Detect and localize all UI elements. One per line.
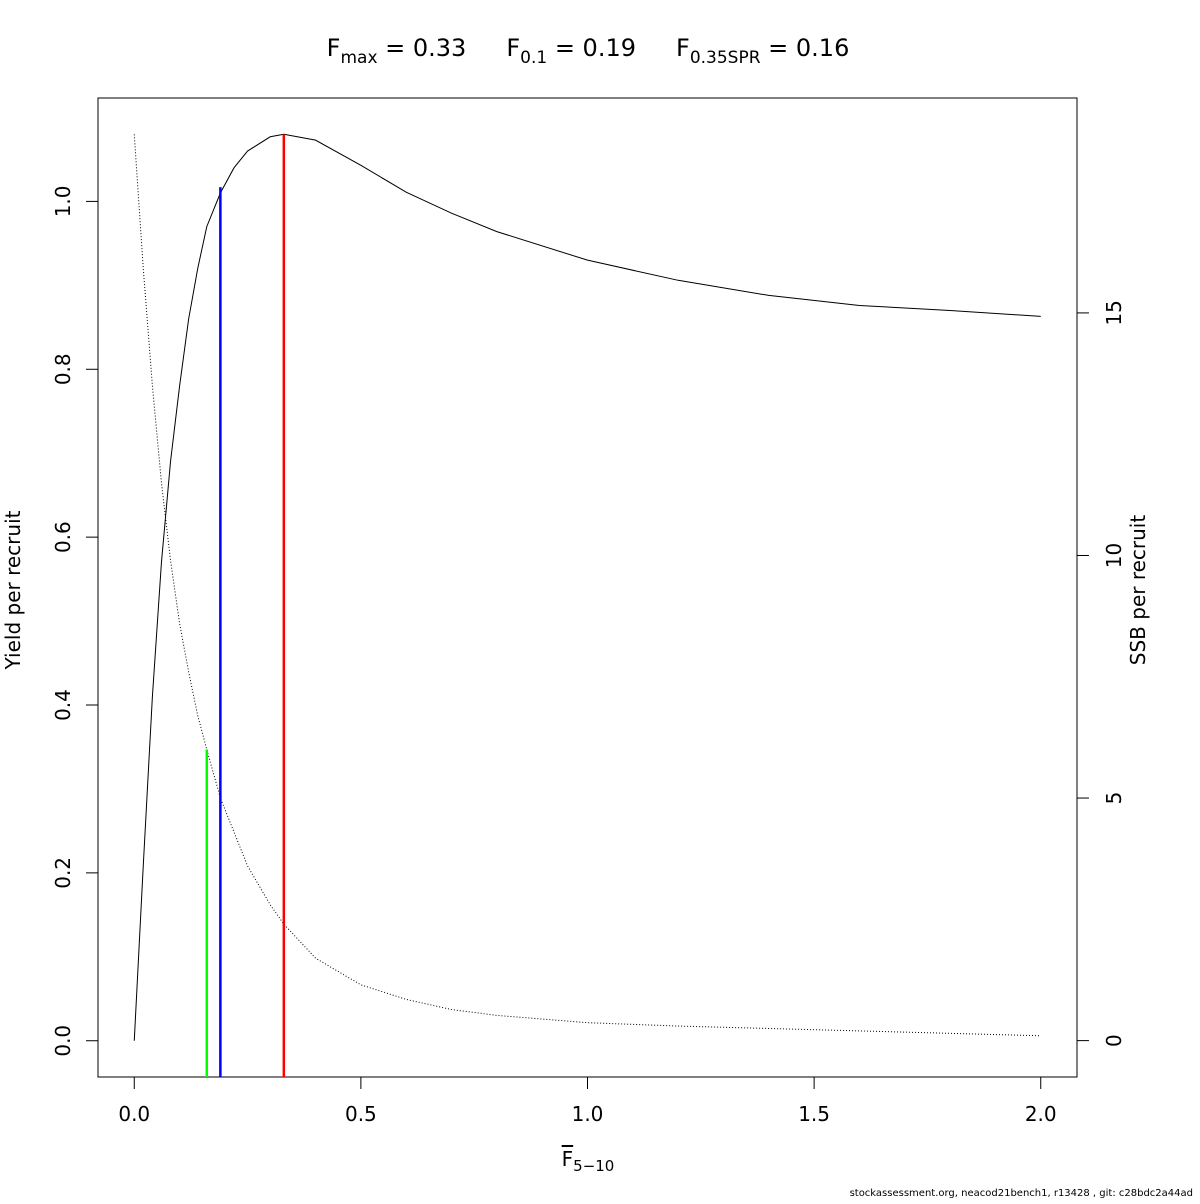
y-tick-label: 0.0 <box>51 1025 75 1057</box>
y-axis-label: Yield per recruit <box>1 510 25 670</box>
y2-tick-label: 5 <box>1102 792 1126 805</box>
x-tick-label: 0.0 <box>118 1102 150 1126</box>
series-line <box>133 133 1041 1041</box>
y-tick-label: 1.0 <box>51 185 75 217</box>
y-tick-label: 0.6 <box>51 521 75 553</box>
footer: stockassessment.org, neacod21bench1, r13… <box>850 1188 1193 1199</box>
series-line <box>133 134 1041 1037</box>
y2-axis-label: SSB per recruit <box>1126 515 1150 666</box>
title-symbol: F <box>506 34 520 62</box>
title-value: = 0.16 <box>761 34 850 62</box>
x-tick-label: 0.5 <box>345 1102 377 1126</box>
y2-tick-label: 0 <box>1102 1034 1126 1047</box>
title-value: = 0.33 <box>378 34 467 62</box>
x-tick-label: 1.0 <box>572 1102 604 1126</box>
x-label-subscript: 5−10 <box>573 1157 614 1175</box>
x-tick-label: 2.0 <box>1025 1102 1057 1126</box>
chart-title: Fmax = 0.33 F0.1 = 0.19 F0.35SPR = 0.16 <box>327 34 850 68</box>
y2-tick-label: 15 <box>1102 300 1126 325</box>
title-symbol: F <box>676 34 690 62</box>
title-subscript: 0.35SPR <box>690 48 761 68</box>
x-tick-label: 1.5 <box>798 1102 830 1126</box>
y-tick-label: 0.8 <box>51 353 75 385</box>
title-symbol: F <box>327 34 341 62</box>
plot-frame <box>97 97 1078 1078</box>
y2-tick-label: 10 <box>1102 543 1126 568</box>
y-tick-label: 0.2 <box>51 857 75 889</box>
y-tick-label: 0.4 <box>51 689 75 721</box>
title-subscript: max <box>340 48 377 68</box>
title-value: = 0.19 <box>547 34 636 62</box>
x-label-symbol: F <box>562 1147 574 1171</box>
x-axis-label: F5−10 <box>562 1147 615 1175</box>
title-subscript: 0.1 <box>520 48 547 68</box>
